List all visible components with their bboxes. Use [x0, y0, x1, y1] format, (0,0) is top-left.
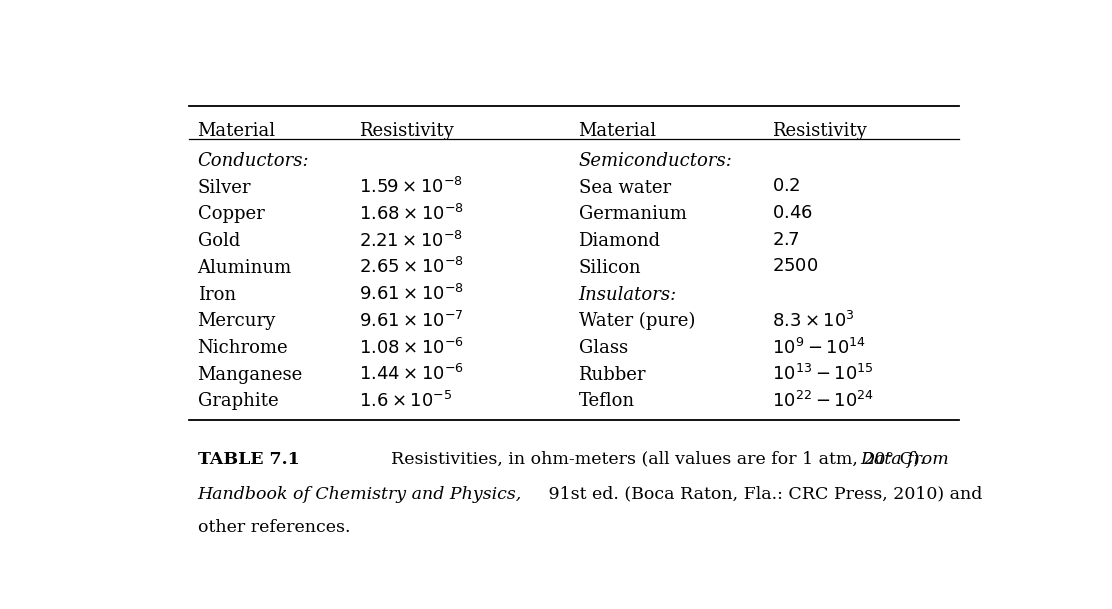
- Text: TABLE 7.1: TABLE 7.1: [198, 451, 299, 468]
- Text: $1.08 \times 10^{-6}$: $1.08 \times 10^{-6}$: [359, 337, 464, 357]
- Text: $1.68 \times 10^{-8}$: $1.68 \times 10^{-8}$: [359, 204, 464, 224]
- Text: Silver: Silver: [198, 178, 251, 197]
- Text: Aluminum: Aluminum: [198, 259, 291, 276]
- Text: Diamond: Diamond: [578, 232, 661, 250]
- Text: 91st ed. (Boca Raton, Fla.: CRC Press, 2010) and: 91st ed. (Boca Raton, Fla.: CRC Press, 2…: [544, 486, 983, 503]
- Text: Resistivity: Resistivity: [359, 122, 454, 140]
- Text: Nichrome: Nichrome: [198, 339, 288, 357]
- Text: Data from: Data from: [860, 451, 949, 468]
- Text: $9.61 \times 10^{-8}$: $9.61 \times 10^{-8}$: [359, 284, 464, 304]
- Text: Water (pure): Water (pure): [578, 312, 695, 331]
- Text: other references.: other references.: [198, 519, 350, 535]
- Text: Rubber: Rubber: [578, 365, 646, 384]
- Text: $2500$: $2500$: [773, 258, 818, 275]
- Text: $2.21 \times 10^{-8}$: $2.21 \times 10^{-8}$: [359, 231, 463, 251]
- Text: $1.59 \times 10^{-8}$: $1.59 \times 10^{-8}$: [359, 177, 463, 197]
- Text: Teflon: Teflon: [578, 392, 635, 410]
- Text: Copper: Copper: [198, 205, 265, 224]
- Text: $2.7$: $2.7$: [773, 231, 801, 248]
- Text: Insulators:: Insulators:: [578, 286, 677, 303]
- Text: Material: Material: [578, 122, 657, 140]
- Text: Manganese: Manganese: [198, 365, 302, 384]
- Text: Sea water: Sea water: [578, 178, 671, 197]
- Text: $10^{13} - 10^{15}$: $10^{13} - 10^{15}$: [773, 364, 874, 384]
- Text: $10^{9} - 10^{14}$: $10^{9} - 10^{14}$: [773, 337, 866, 357]
- Text: $0.2$: $0.2$: [773, 177, 801, 195]
- Text: Mercury: Mercury: [198, 312, 276, 330]
- Text: Handbook of Chemistry and Physics,: Handbook of Chemistry and Physics,: [198, 486, 522, 503]
- Text: $8.3 \times 10^{3}$: $8.3 \times 10^{3}$: [773, 311, 855, 331]
- Text: Silicon: Silicon: [578, 259, 642, 276]
- Text: Resistivities, in ohm-meters (all values are for 1 atm, 20° C).: Resistivities, in ohm-meters (all values…: [379, 451, 931, 468]
- Text: Semiconductors:: Semiconductors:: [578, 152, 733, 170]
- Text: Material: Material: [198, 122, 276, 140]
- Text: $2.65 \times 10^{-8}$: $2.65 \times 10^{-8}$: [359, 258, 464, 278]
- Text: Gold: Gold: [198, 232, 240, 250]
- Text: Glass: Glass: [578, 339, 627, 357]
- Text: $10^{22} - 10^{24}$: $10^{22} - 10^{24}$: [773, 391, 874, 411]
- Text: $1.44 \times 10^{-6}$: $1.44 \times 10^{-6}$: [359, 364, 464, 384]
- Text: $1.6 \times 10^{-5}$: $1.6 \times 10^{-5}$: [359, 391, 453, 411]
- Text: Germanium: Germanium: [578, 205, 686, 224]
- Text: Graphite: Graphite: [198, 392, 278, 410]
- Text: $9.61 \times 10^{-7}$: $9.61 \times 10^{-7}$: [359, 311, 464, 331]
- Text: $0.46$: $0.46$: [773, 204, 813, 222]
- Text: Iron: Iron: [198, 286, 236, 303]
- Text: Conductors:: Conductors:: [198, 152, 309, 170]
- Text: Resistivity: Resistivity: [773, 122, 867, 140]
